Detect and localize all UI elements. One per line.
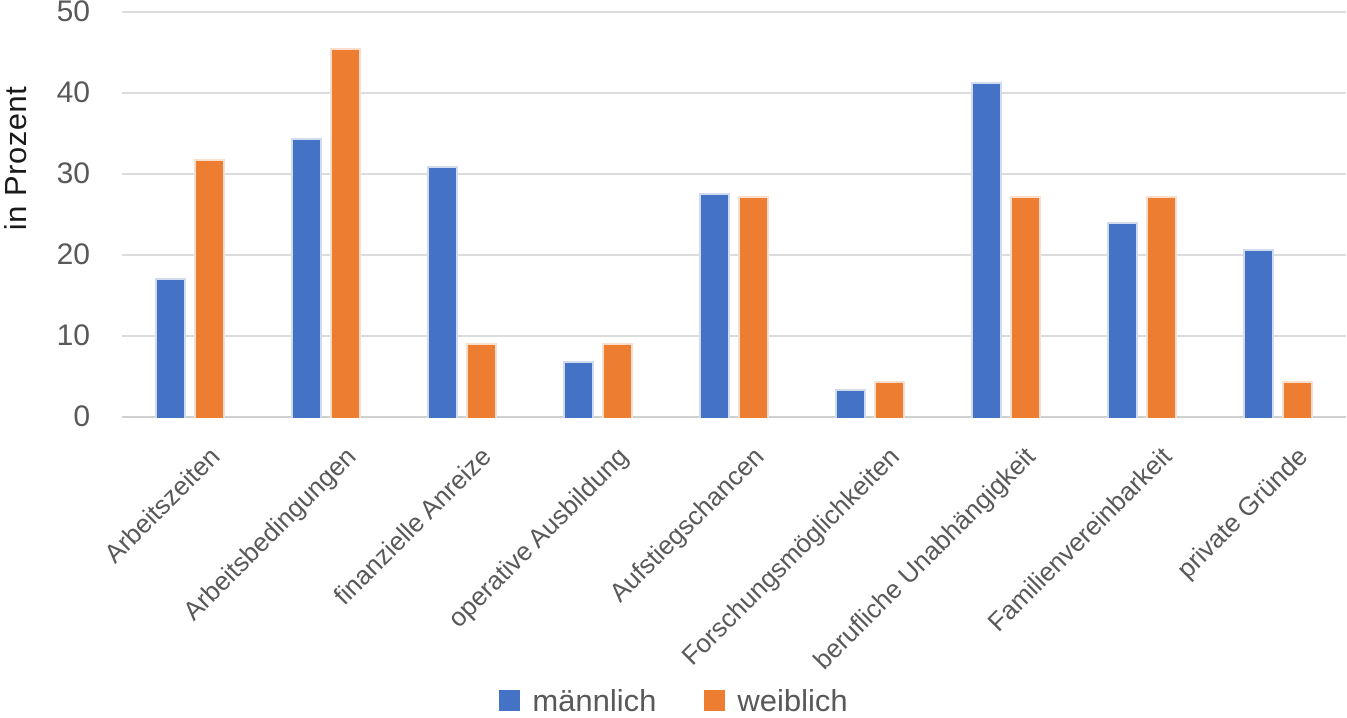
gridline-50 <box>122 11 1346 13</box>
gridline-10 <box>122 335 1346 337</box>
bar-weiblich-private Gründe <box>1282 380 1313 418</box>
bar-weiblich-Forschungsmöglichkeiten <box>874 380 905 418</box>
bar-weiblich-Familienvereinbarkeit <box>1146 195 1177 418</box>
bar-männlich-Arbeitszeiten <box>155 277 186 418</box>
gridline-0 <box>122 416 1346 418</box>
legend-item-männlich: männlich <box>499 685 656 716</box>
legend-item-weiblich: weiblich <box>704 683 848 718</box>
bar-männlich-Arbeitsbedingungen <box>291 137 322 418</box>
bar-weiblich-Arbeitszeiten <box>194 159 225 418</box>
bar-weiblich-finanzielle Anreize <box>466 343 497 418</box>
x-category-label-7: berufliche Unabhängigkeit <box>807 441 1042 675</box>
legend-swatch-männlich <box>499 690 521 711</box>
y-tick-label-0: 0 <box>73 400 90 433</box>
bar-männlich-Familienvereinbarkeit <box>1107 221 1138 418</box>
x-category-label-1: Arbeitszeiten <box>97 441 226 569</box>
y-tick-label-30: 30 <box>56 157 90 190</box>
x-category-label-6: Forschungsmöglichkeiten <box>675 441 906 671</box>
legend-label-weiblich: weiblich <box>737 683 848 718</box>
bar-männlich-Forschungsmöglichkeiten <box>835 389 866 418</box>
gridline-40 <box>122 92 1346 94</box>
y-axis-title: in Prozent <box>0 85 33 231</box>
legend-label-männlich: männlich <box>532 683 657 718</box>
x-category-label-9: private Gründe <box>1170 441 1314 584</box>
y-tick-label-50: 50 <box>56 0 90 28</box>
y-tick-label-20: 20 <box>56 238 90 271</box>
bar-weiblich-Arbeitsbedingungen <box>330 48 361 418</box>
bar-männlich-finanzielle Anreize <box>427 165 458 418</box>
bar-weiblich-Aufstiegschancen <box>738 195 769 418</box>
bar-männlich-Aufstiegschancen <box>699 193 730 418</box>
bar-männlich-operative Ausbildung <box>563 361 594 418</box>
bar-weiblich-operative Ausbildung <box>602 343 633 418</box>
chart-legend: männlich weiblich <box>0 685 1347 716</box>
y-tick-label-10: 10 <box>56 319 90 352</box>
bar-männlich-berufliche Unabhängigkeit <box>971 81 1002 418</box>
gridline-20 <box>122 254 1346 256</box>
y-tick-label-40: 40 <box>56 76 90 109</box>
bar-männlich-private Gründe <box>1243 249 1274 418</box>
gridline-30 <box>122 173 1346 175</box>
legend-swatch-weiblich <box>704 690 726 711</box>
bar-weiblich-berufliche Unabhängigkeit <box>1010 195 1041 418</box>
